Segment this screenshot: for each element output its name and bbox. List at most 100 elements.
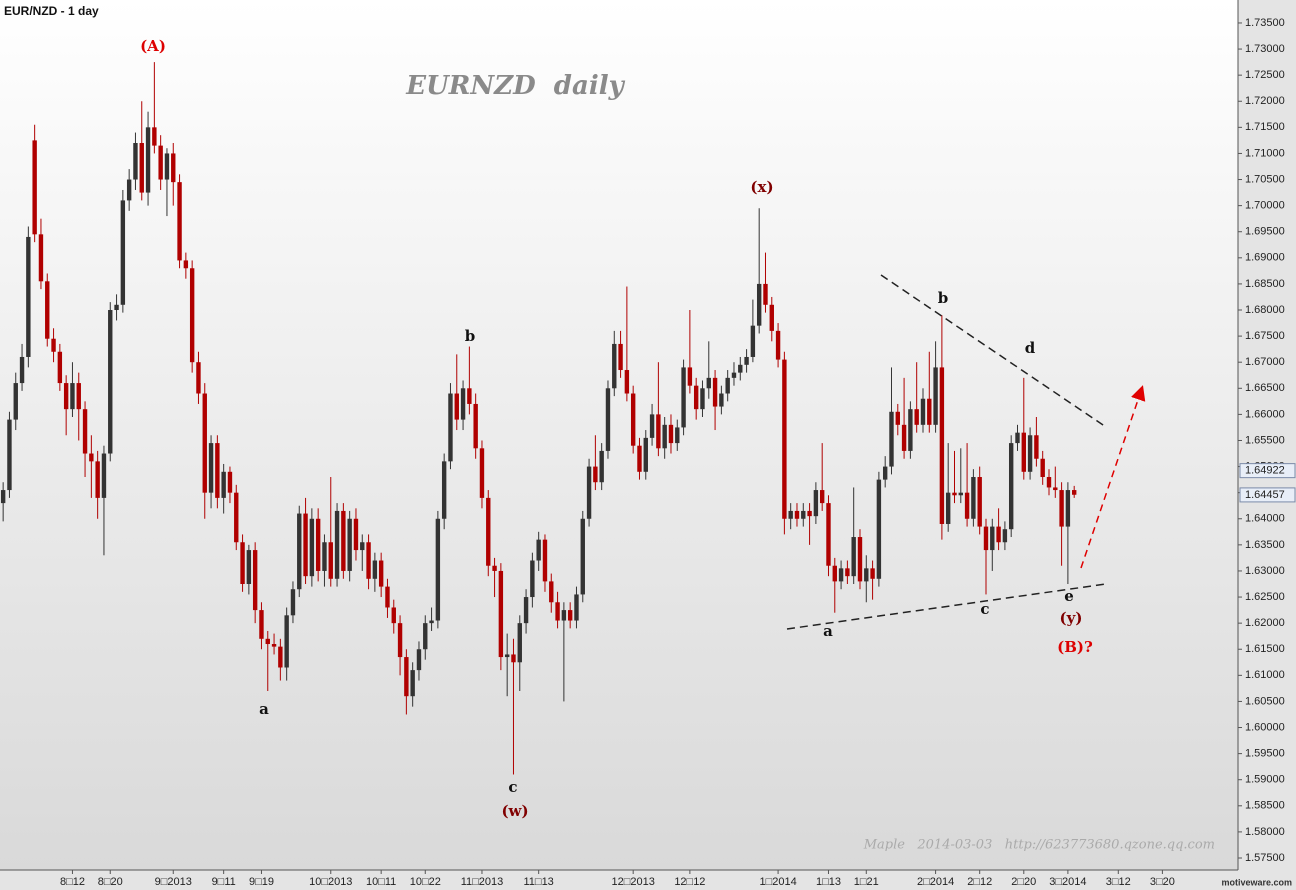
y-tick-label: 1.61500: [1245, 643, 1285, 655]
candle-body: [1065, 490, 1071, 527]
y-tick-label: 1.66000: [1245, 408, 1285, 420]
candle-body: [341, 510, 346, 571]
candle-body: [171, 153, 176, 183]
candle-body: [542, 539, 548, 582]
candle-body: [372, 560, 378, 579]
candle-body: [397, 623, 403, 658]
x-tick-label: 10□22: [410, 876, 441, 888]
candle-body: [252, 550, 258, 611]
candle-body: [882, 466, 888, 480]
candle-body: [183, 260, 189, 269]
x-tick-label: 9□19: [249, 876, 274, 888]
x-tick-label: 2□2014: [917, 876, 954, 888]
candle-body: [586, 466, 592, 519]
brand: motiveware.com: [1221, 877, 1292, 887]
candle-body: [145, 127, 151, 193]
candle-body: [1021, 432, 1026, 472]
candle-body: [246, 550, 252, 585]
y-tick-label: 1.68000: [1245, 304, 1285, 316]
candle-body: [278, 646, 283, 668]
x-tick-label: 9□2013: [155, 876, 192, 888]
price-marker-label: 1.64457: [1245, 489, 1285, 501]
candle-body: [208, 443, 214, 493]
candle-body: [95, 461, 100, 498]
candle-body: [284, 615, 289, 668]
candle-body: [441, 461, 447, 519]
candle-body: [32, 140, 37, 235]
wave-label: b: [465, 327, 476, 345]
axes: 1.57500 1.58000 1.58500 1.59000 1.59500 1.600…: [60, 17, 1296, 888]
candle-body: [920, 398, 926, 425]
candle-body: [593, 466, 598, 483]
wave-label: d: [1025, 339, 1036, 357]
candle-body: [473, 403, 478, 449]
candle-body: [126, 179, 132, 201]
y-tick-label: 1.73500: [1245, 17, 1285, 29]
candle-body: [977, 477, 982, 527]
y-tick-label: 1.71500: [1245, 121, 1285, 133]
y-tick-label: 1.72000: [1245, 95, 1285, 107]
candle-body: [498, 570, 504, 658]
price-marker: [1239, 463, 1296, 479]
candle-body: [158, 145, 163, 180]
candle-body: [234, 492, 239, 543]
candle-body: [391, 607, 396, 624]
y-tick-label: 1.62500: [1245, 591, 1285, 603]
y-tick-label: 1.60000: [1245, 721, 1285, 733]
x-tick-label: 3□12: [1106, 876, 1131, 888]
y-tick-label: 1.58500: [1245, 800, 1285, 812]
x-tick-label: 1□2014: [759, 876, 796, 888]
candle-body: [271, 644, 277, 647]
candle-body: [227, 471, 233, 493]
candle-body: [530, 560, 535, 598]
x-tick-label: 11□2013: [461, 876, 504, 888]
candle-body: [561, 610, 567, 621]
candle-body: [826, 503, 831, 566]
candle-body: [782, 359, 787, 519]
candle-body: [895, 411, 900, 425]
x-tick-label: 2□12: [967, 876, 992, 888]
y-tick-label: 1.63500: [1245, 539, 1285, 551]
candle-body: [668, 424, 674, 444]
candle-body: [1008, 443, 1014, 530]
candle-body: [378, 560, 384, 587]
candle-body: [1015, 432, 1020, 444]
candle-body: [549, 581, 554, 603]
wave-label: a: [259, 700, 269, 718]
candle-body: [555, 602, 560, 621]
candle-body: [240, 542, 245, 585]
candle-body: [82, 409, 88, 454]
candle-body: [801, 510, 806, 519]
candle-body: [215, 443, 220, 498]
wave-label: a: [823, 622, 833, 640]
candle-body: [712, 377, 718, 407]
candle-body: [700, 388, 705, 410]
candle-body: [983, 526, 989, 551]
candle-body: [794, 510, 800, 519]
x-tick-label: 1□21: [854, 876, 879, 888]
candle-body: [599, 450, 604, 483]
plot-background: [0, 0, 1238, 870]
y-tick-label: 1.61000: [1245, 669, 1285, 681]
candle-body: [460, 388, 466, 420]
candle-body: [612, 343, 617, 389]
candle-body: [838, 568, 844, 582]
candle-body: [630, 393, 636, 446]
candle-body: [574, 594, 579, 621]
candle-body: [1027, 435, 1033, 472]
candle-body: [504, 654, 510, 658]
y-tick-label: 1.62000: [1245, 617, 1285, 629]
candle-body: [870, 568, 875, 579]
candle-body: [725, 377, 730, 394]
candle-body: [744, 356, 749, 365]
candle-body: [353, 518, 359, 551]
candle-body: [857, 537, 863, 582]
candle-body: [927, 398, 932, 425]
candle-body: [385, 586, 390, 608]
y-tick-label: 1.71000: [1245, 147, 1285, 159]
candle-body: [467, 388, 472, 404]
candle-body: [360, 542, 365, 551]
candle-body: [1059, 490, 1064, 527]
candle-body: [19, 356, 25, 384]
